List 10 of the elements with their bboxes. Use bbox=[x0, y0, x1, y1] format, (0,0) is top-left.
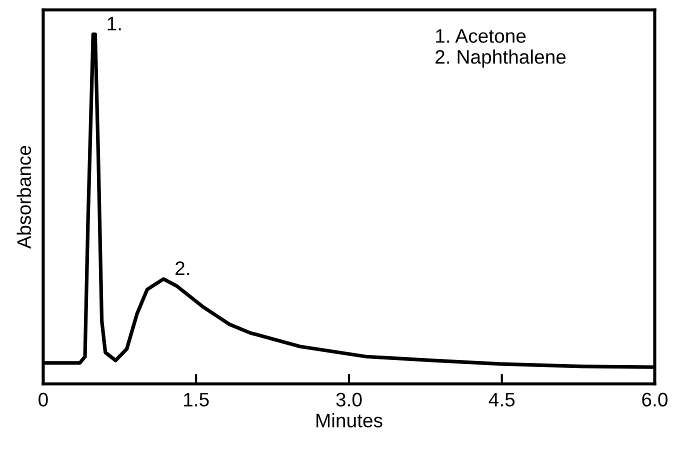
x-tick-label: 4.5 bbox=[488, 392, 515, 407]
y-axis-title: Absorbance bbox=[16, 146, 32, 249]
x-axis-title: Minutes bbox=[316, 413, 382, 428]
annotation: 1. Acetone 2. Naphthalene bbox=[436, 29, 566, 68]
x-tick-label: 0 bbox=[38, 392, 48, 407]
x-tick-label: 3.0 bbox=[336, 392, 362, 407]
x-tick-label: 6.0 bbox=[642, 392, 668, 407]
annotation: 1. bbox=[108, 16, 121, 30]
annotation: 2. bbox=[176, 261, 190, 275]
x-tick-label: 1.5 bbox=[184, 392, 209, 407]
